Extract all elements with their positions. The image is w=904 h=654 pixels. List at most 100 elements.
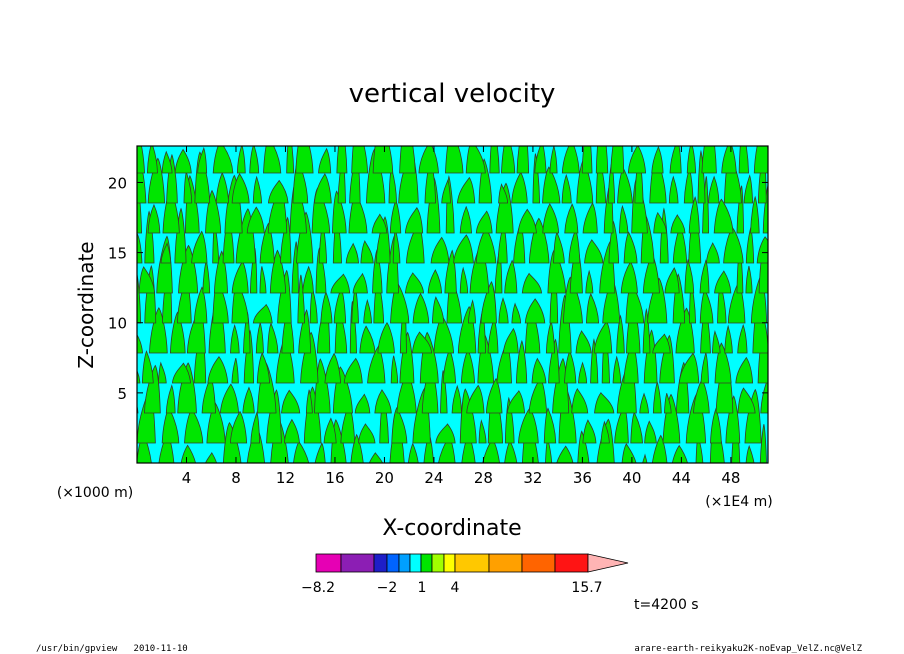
contour-region [330, 273, 351, 294]
contour-region [177, 362, 197, 414]
contour-region [532, 153, 541, 204]
contour-region [137, 146, 145, 174]
contour-region [737, 323, 748, 354]
contour-region [250, 411, 260, 444]
contour-region [772, 319, 786, 353]
contour-region [745, 265, 753, 294]
contour-region [391, 407, 408, 444]
contour-region [144, 265, 157, 324]
contour-region [571, 388, 589, 414]
colorbar-labels: −8.2 −2 1 4 15.7 [301, 580, 603, 596]
contour-region [144, 210, 155, 264]
contour-region [504, 259, 518, 294]
colorbar-label: −2 [377, 580, 398, 596]
contour-region [623, 231, 638, 264]
contour-region [266, 389, 282, 444]
contour-region [445, 146, 464, 174]
contour-region [670, 214, 686, 234]
contour-region [137, 272, 142, 324]
contour-region [242, 386, 255, 414]
colorbar-segment [488, 553, 523, 573]
y-tick-label: 10 [108, 315, 127, 333]
contour-region [498, 183, 509, 204]
contour-region [668, 175, 679, 204]
contour-region [524, 298, 546, 324]
contour-region [166, 153, 178, 204]
contour-region [302, 265, 314, 294]
contour-region [542, 203, 560, 234]
contour-region [714, 270, 732, 294]
contour-region [440, 370, 448, 414]
contour-region [515, 339, 528, 384]
contour-region [430, 236, 450, 264]
contour-region [296, 211, 314, 264]
contour-region [243, 329, 255, 384]
contour-region [165, 384, 176, 414]
contour-region [305, 389, 313, 414]
contour-region [351, 146, 369, 174]
contour-region [735, 356, 754, 384]
contour-region [688, 196, 700, 234]
x-tick-label: 8 [231, 469, 241, 487]
contour-region [772, 454, 785, 473]
contour-region [297, 274, 306, 324]
contour-region [778, 237, 787, 293]
time-label: t=4200 s [634, 597, 699, 613]
x-tick-label: 44 [672, 469, 691, 487]
contour-region [160, 242, 172, 264]
contour-region [281, 389, 301, 414]
contour-region [642, 307, 651, 354]
chart-title: vertical velocity [349, 79, 556, 109]
contour-region [249, 146, 260, 174]
colorbar-segment [340, 553, 375, 573]
contour-region [511, 302, 522, 324]
x-scale-label: (×1E4 m) [705, 494, 772, 510]
contour-region [504, 396, 515, 444]
contour-region [621, 443, 637, 463]
x-tick-label: 32 [523, 469, 542, 487]
contour-region [708, 175, 720, 204]
contour-region [137, 404, 139, 414]
x-tick-label: 12 [276, 469, 295, 487]
contour-region [548, 338, 560, 384]
contour-region [774, 344, 790, 383]
contour-region [252, 175, 263, 204]
contour-region [368, 452, 384, 463]
contour-region [127, 271, 134, 293]
colorbar-segment [521, 553, 556, 573]
contour-region [584, 239, 604, 264]
contour-region [174, 207, 187, 264]
contour-region [595, 146, 609, 174]
colorbar [315, 553, 629, 573]
colorbar-segment [554, 553, 589, 573]
contour-region [144, 364, 161, 414]
contour-region [451, 384, 462, 414]
contour-region [516, 146, 530, 174]
contour-region [169, 311, 186, 354]
contour-region [652, 333, 671, 354]
contour-region [459, 388, 477, 444]
contour-region [495, 182, 514, 234]
contour-region [561, 173, 572, 204]
contour-region [498, 297, 509, 324]
contour-region [318, 147, 332, 174]
contour-region [585, 269, 594, 294]
contour-region [475, 210, 493, 234]
contour-region [314, 442, 326, 463]
contour-region [390, 355, 399, 384]
contour-region [197, 146, 208, 174]
contour-region [178, 244, 199, 294]
contour-region [205, 452, 218, 463]
contour-region [552, 357, 570, 414]
colorbar-segment [386, 553, 400, 573]
contour-region [558, 294, 572, 354]
footer-right: arare-earth-reikyaku2K-noEvap_VelZ.nc@Ve… [634, 644, 862, 654]
contour-region [267, 322, 279, 354]
contour-region [542, 166, 561, 204]
contour-region [453, 234, 474, 264]
contour-region [418, 146, 439, 174]
contour-region [662, 393, 681, 444]
contour-region [314, 358, 331, 414]
plot-area [127, 145, 790, 473]
contour-region [561, 146, 580, 174]
